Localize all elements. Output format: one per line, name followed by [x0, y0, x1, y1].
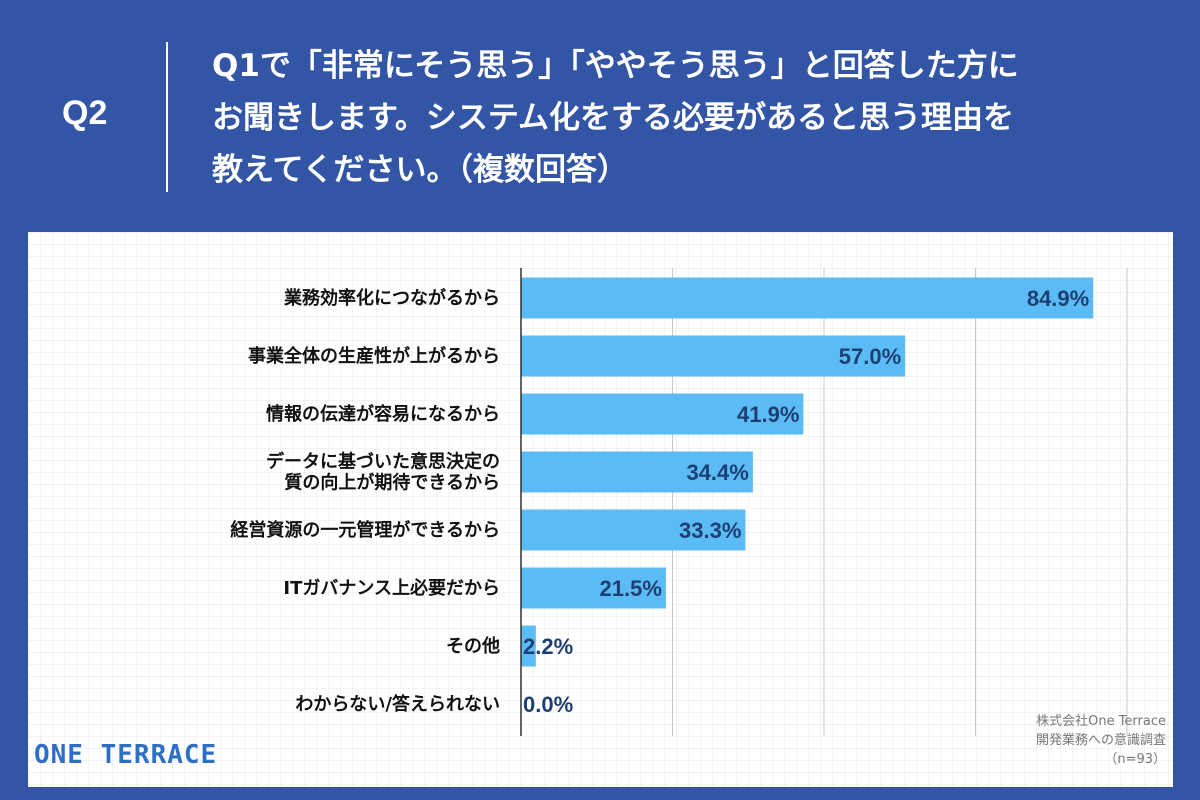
category-label-6: その他 — [446, 635, 500, 657]
value-label-0: 84.9% — [1027, 286, 1089, 311]
bar-2 — [521, 393, 804, 435]
category-label-4: 経営資源の一元管理ができるから — [230, 519, 500, 541]
question-number: Q2 — [62, 94, 108, 132]
one-terrace-logo: ONE TERRACE — [34, 740, 218, 770]
category-label-1: 事業全体の生産性が上がるから — [248, 345, 500, 367]
source-note: 株式会社One Terrace 開発業務への意識調査 （n=93） — [996, 712, 1166, 769]
bar-6 — [521, 625, 536, 667]
header-divider — [166, 42, 168, 192]
bar-3 — [521, 451, 753, 493]
source-survey: 開発業務への意識調査 — [1035, 733, 1166, 748]
category-label-5: ITガバナンス上必要だから — [283, 577, 500, 599]
chart-panel: 業務効率化につながるから 84.9% 事業全体の生産性が上がるから 57.0% 情報の伝… — [28, 232, 1173, 787]
value-label-3: 34.4% — [686, 460, 748, 485]
question-header: Q2 Q1で「非常にそう思う」「ややそう思う」と回答した方に お聞きします。シス… — [0, 0, 1200, 232]
value-label-6: 2.2% — [523, 634, 573, 659]
source-sample-size: （n=93） — [1104, 752, 1166, 767]
category-label-2: 情報の伝達が容易になるから — [266, 403, 500, 425]
source-company: 株式会社One Terrace — [1036, 714, 1166, 729]
value-label-4: 33.3% — [679, 518, 741, 543]
value-label-7: 0.0% — [523, 692, 573, 717]
value-label-2: 41.9% — [737, 402, 799, 427]
bar-1 — [521, 335, 906, 377]
category-label-7: わからない/答えられない — [295, 693, 500, 715]
bar-chart: 業務効率化につながるから 84.9% 事業全体の生産性が上がるから 57.0% 情報の伝… — [230, 268, 1128, 736]
value-label-5: 21.5% — [600, 576, 662, 601]
value-label-1: 57.0% — [839, 344, 901, 369]
bar-4 — [521, 509, 746, 551]
bar-0 — [521, 277, 1094, 319]
category-label-0: 業務効率化につながるから — [283, 287, 500, 309]
question-text: Q1で「非常にそう思う」「ややそう思う」と回答した方に お聞きします。システム化… — [212, 48, 1019, 188]
bar-5 — [521, 567, 666, 609]
category-label-3: データに基づいた意思決定の質の向上が期待できるから — [266, 451, 500, 494]
